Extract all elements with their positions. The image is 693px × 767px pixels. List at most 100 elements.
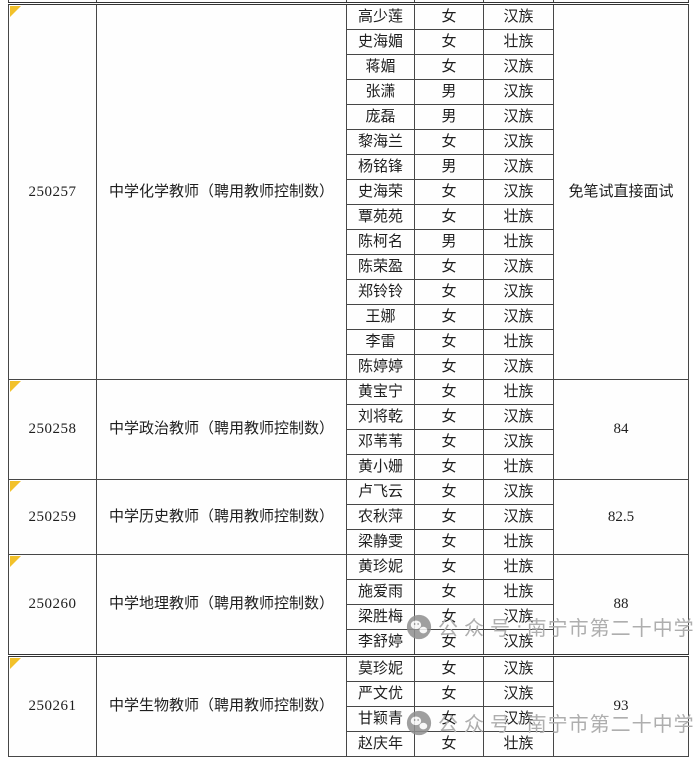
gender-cell: 男	[414, 229, 484, 255]
gender-cell: 女	[414, 179, 484, 205]
candidate-name-cell: 邓苇苇	[346, 429, 415, 455]
ethnicity-cell: 汉族	[483, 429, 554, 455]
candidate-name-cell: 覃苑苑	[346, 204, 415, 230]
candidate-name-cell: 陈婷婷	[346, 354, 415, 380]
note-marker-icon	[10, 556, 21, 567]
candidate-name-cell: 施爱雨	[346, 579, 415, 605]
candidate-name-cell: 严文优	[346, 681, 415, 707]
gender-cell: 女	[414, 504, 484, 530]
candidate-name-cell: 梁胜梅	[346, 604, 415, 630]
position-title-cell: 中学历史教师（聘用教师控制数）	[96, 479, 347, 555]
candidate-name-cell: 李舒婷	[346, 629, 415, 656]
candidate-name-cell: 王娜	[346, 304, 415, 330]
table-row: 陈柯名男壮族	[9, 229, 689, 255]
job-code-cell: 250258	[8, 379, 97, 480]
ethnicity-cell: 汉族	[483, 254, 554, 280]
ethnicity-cell: 壮族	[483, 554, 554, 580]
cut-off-cell	[553, 0, 689, 5]
table-row: 甘颖青女汉族	[9, 706, 689, 732]
job-code-cell: 250257	[8, 3, 97, 380]
job-code: 250258	[28, 421, 77, 438]
score-cell: 93	[553, 654, 689, 757]
gender-cell: 女	[414, 54, 484, 80]
gender-cell: 女	[414, 479, 484, 505]
table-row: 史海荣女汉族	[9, 179, 689, 205]
ethnicity-cell: 汉族	[483, 129, 554, 155]
table-row: 邓苇苇女汉族	[9, 429, 689, 455]
ethnicity-cell: 汉族	[483, 279, 554, 305]
ethnicity-cell: 汉族	[483, 404, 554, 430]
gender-cell: 女	[414, 731, 484, 757]
gender-cell: 女	[414, 329, 484, 355]
gender-cell: 女	[414, 654, 484, 682]
gender-cell: 女	[414, 454, 484, 480]
ethnicity-cell: 汉族	[483, 104, 554, 130]
job-code-cell: 250261	[8, 654, 97, 757]
table-row: 庞磊男汉族	[9, 104, 689, 130]
ethnicity-cell: 汉族	[483, 654, 554, 682]
gender-cell: 女	[414, 554, 484, 580]
ethnicity-cell: 壮族	[483, 229, 554, 255]
candidate-name-cell: 杨铭锋	[346, 154, 415, 180]
gender-cell: 女	[414, 429, 484, 455]
table-row: 史海媚女壮族	[9, 29, 689, 55]
gender-cell: 女	[414, 706, 484, 732]
table-row: 250258 中学政治教师（聘用教师控制数） 黄宝宁女壮族 84	[8, 379, 689, 480]
gender-cell: 女	[414, 404, 484, 430]
job-code-cell: 250260	[8, 554, 97, 656]
note-marker-icon	[10, 658, 21, 669]
table-body: 250257 中学化学教师（聘用教师控制数） 高少莲女汉族 免笔试直接面试 史海媚女壮族…	[8, 0, 689, 757]
table-row: 250257 中学化学教师（聘用教师控制数） 高少莲女汉族 免笔试直接面试	[8, 3, 689, 380]
candidate-name-cell: 卢飞云	[346, 479, 415, 505]
table-row: 梁静雯女壮族	[9, 529, 689, 555]
table-row: 250260 中学地理教师（聘用教师控制数） 黄珍妮女壮族 88	[8, 554, 689, 656]
candidate-name-cell: 梁静雯	[346, 529, 415, 555]
candidate-name-cell: 蒋媚	[346, 54, 415, 80]
ethnicity-cell: 壮族	[483, 379, 554, 405]
ethnicity-cell: 汉族	[483, 3, 554, 30]
gender-cell: 女	[414, 3, 484, 30]
ethnicity-cell: 壮族	[483, 204, 554, 230]
position-title-cell: 中学政治教师（聘用教师控制数）	[96, 379, 347, 480]
candidate-name-cell: 陈荣盈	[346, 254, 415, 280]
candidate-name-cell: 黄珍妮	[346, 554, 415, 580]
gender-cell: 女	[414, 354, 484, 380]
candidate-name-cell: 史海媚	[346, 29, 415, 55]
ethnicity-cell: 壮族	[483, 731, 554, 757]
note-marker-icon	[10, 6, 21, 17]
score-cell: 88	[553, 554, 689, 656]
gender-cell: 女	[414, 629, 484, 656]
ethnicity-cell: 壮族	[483, 329, 554, 355]
candidate-name-cell: 陈柯名	[346, 229, 415, 255]
score-cell: 84	[553, 379, 689, 480]
ethnicity-cell: 汉族	[483, 354, 554, 380]
job-code: 250259	[28, 508, 77, 525]
table-row: 李雷女壮族	[9, 329, 689, 355]
score-cell: 免笔试直接面试	[553, 3, 689, 380]
job-code: 250260	[28, 596, 77, 613]
gender-cell: 女	[414, 254, 484, 280]
candidate-name-cell: 黄小姗	[346, 454, 415, 480]
ethnicity-cell: 汉族	[483, 54, 554, 80]
candidate-name-cell: 莫珍妮	[346, 654, 415, 682]
candidate-name-cell: 庞磊	[346, 104, 415, 130]
gender-cell: 女	[414, 29, 484, 55]
table-row: 郑铃铃女汉族	[9, 279, 689, 305]
table-row: 黎海兰女汉族	[9, 129, 689, 155]
gender-cell: 女	[414, 304, 484, 330]
job-code: 250257	[28, 183, 77, 200]
gender-cell: 女	[414, 129, 484, 155]
candidate-name-cell: 史海荣	[346, 179, 415, 205]
gender-cell: 女	[414, 379, 484, 405]
table-row: 250259 中学历史教师（聘用教师控制数） 卢飞云女汉族 82.5	[8, 479, 689, 555]
position-title-cell: 中学地理教师（聘用教师控制数）	[96, 554, 347, 656]
candidate-name-cell: 刘将乾	[346, 404, 415, 430]
ethnicity-cell: 壮族	[483, 454, 554, 480]
table-row: 陈婷婷女汉族	[9, 354, 689, 380]
table-row: 王娜女汉族	[9, 304, 689, 330]
candidate-name-cell: 赵庆年	[346, 731, 415, 757]
table-row: 250261 中学生物教师（聘用教师控制数） 莫珍妮女汉族 93	[8, 654, 689, 757]
gender-cell: 女	[414, 279, 484, 305]
cut-off-row	[8, 0, 689, 5]
